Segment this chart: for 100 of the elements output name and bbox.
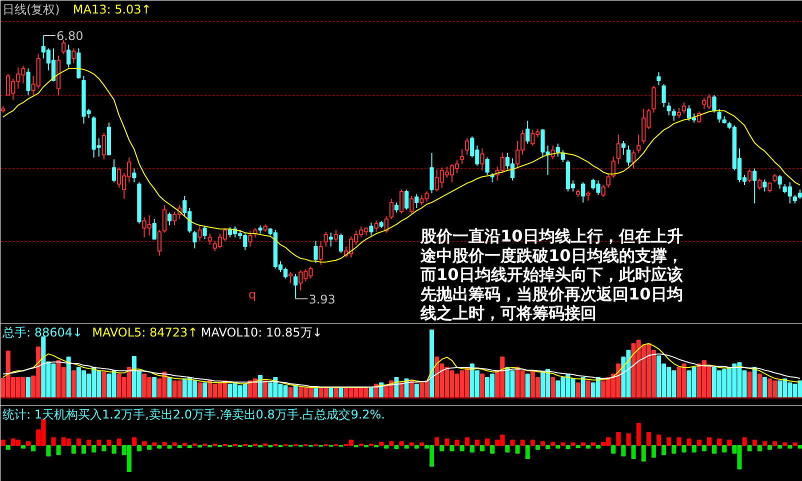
bar — [576, 445, 580, 448]
text: MA13: 5.03↑ — [72, 2, 152, 16]
bar — [162, 442, 167, 446]
bar — [550, 442, 556, 446]
bar — [454, 440, 460, 446]
candlestick — [26, 68, 30, 96]
bar — [550, 377, 556, 398]
bar — [566, 445, 570, 450]
bar — [762, 377, 767, 398]
bar — [71, 370, 76, 398]
bar — [20, 445, 26, 449]
bar — [182, 442, 187, 446]
bar — [742, 437, 747, 446]
candlestick — [202, 226, 207, 240]
bar — [782, 442, 788, 446]
bar — [676, 437, 682, 446]
bar — [368, 387, 374, 398]
bar — [540, 441, 545, 446]
bar — [586, 380, 590, 398]
bar — [762, 441, 767, 446]
bar — [152, 377, 157, 398]
candlestick — [606, 172, 610, 188]
candlestick — [132, 168, 136, 183]
bar — [96, 440, 102, 446]
bar — [570, 442, 576, 446]
annotation: 途中股价一度跌破10日均线的支撑， — [420, 246, 683, 265]
annotation: 6.80 — [56, 29, 84, 44]
candlestick — [631, 150, 636, 170]
bar — [692, 445, 696, 452]
series-label: 总手: 88604↓ — [2, 326, 83, 340]
bar — [460, 445, 464, 452]
candlestick — [338, 233, 344, 254]
candlestick — [581, 182, 586, 203]
candlestick — [167, 212, 172, 226]
bar — [792, 442, 798, 446]
candlestick — [485, 157, 490, 176]
bar — [474, 440, 480, 446]
candlestick — [656, 72, 661, 86]
candlestick — [747, 168, 752, 183]
candlestick — [394, 202, 399, 214]
bar — [586, 445, 590, 449]
candlestick — [414, 194, 419, 208]
bar — [510, 440, 515, 446]
annotation: 股价一直沿10日均线上行，但在上升 — [420, 226, 683, 246]
bar — [580, 377, 586, 398]
candlestick — [384, 216, 388, 234]
candlestick — [294, 273, 298, 300]
bar — [682, 445, 686, 452]
candlestick — [480, 148, 484, 171]
bar — [66, 356, 71, 398]
bar — [112, 445, 116, 454]
bar — [152, 442, 157, 446]
bar — [546, 445, 550, 450]
bar — [414, 445, 419, 449]
candlestick — [556, 143, 560, 158]
candlestick — [676, 107, 681, 119]
bar — [520, 440, 525, 446]
bar — [470, 445, 474, 452]
bar — [142, 441, 147, 446]
candlestick — [611, 156, 616, 178]
bar — [167, 377, 172, 398]
bar — [106, 440, 112, 446]
bar — [440, 445, 444, 452]
candlestick — [626, 145, 631, 166]
bar — [696, 440, 702, 446]
bar — [560, 442, 566, 446]
bar — [0, 440, 6, 446]
bar — [444, 438, 450, 446]
candlestick — [465, 138, 470, 156]
bar — [136, 445, 142, 452]
candlestick — [410, 196, 414, 214]
bar — [616, 432, 621, 446]
candlestick — [662, 84, 666, 108]
bar — [772, 441, 778, 446]
bar — [31, 445, 36, 452]
bar — [702, 445, 706, 452]
bar — [86, 440, 92, 446]
chart-title: 日线(复权) — [2, 2, 60, 16]
candlestick — [334, 229, 338, 242]
bar — [177, 445, 182, 448]
bar — [132, 437, 136, 446]
bar — [686, 438, 692, 446]
text: MAVOL10: 10.85万↓ — [200, 326, 322, 340]
candlestick — [666, 102, 671, 116]
candlestick — [586, 190, 590, 202]
bar — [102, 445, 106, 452]
candlestick — [682, 102, 686, 114]
bar — [404, 445, 409, 449]
bar — [26, 377, 31, 398]
candlestick — [61, 40, 66, 54]
bar — [172, 442, 177, 446]
bar — [116, 438, 122, 446]
candlestick — [758, 178, 762, 190]
bar — [717, 438, 722, 446]
bar — [430, 330, 434, 398]
bar — [530, 440, 535, 446]
candlestick — [369, 222, 374, 236]
candlestick — [616, 134, 620, 164]
bar — [752, 366, 757, 398]
bar — [505, 445, 510, 452]
